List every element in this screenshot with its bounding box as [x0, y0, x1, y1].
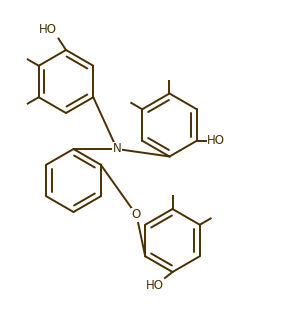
Text: N: N [112, 143, 122, 156]
Text: HO: HO [146, 279, 164, 292]
Text: O: O [132, 209, 141, 222]
Text: HO: HO [206, 134, 224, 147]
Text: HO: HO [39, 23, 57, 36]
